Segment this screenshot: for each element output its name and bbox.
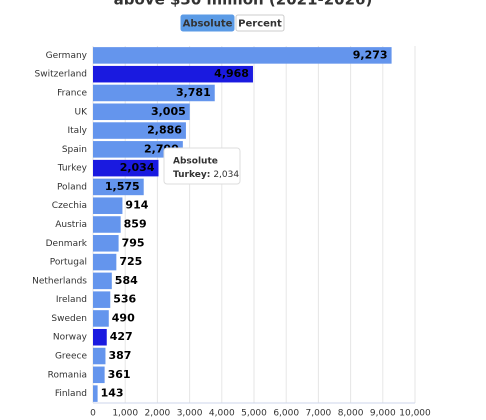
bar [93,328,107,346]
y-tick-label: Germany [46,51,88,61]
y-tick-label: Ireland [56,295,87,305]
tooltip: Absolute Turkey: 2,034 [163,147,241,185]
bar [93,65,253,83]
value-label: 3,781 [176,86,211,99]
bar [93,235,119,252]
y-tick-label: Spain [62,145,87,155]
value-label: 2,034 [120,161,155,174]
tooltip-text: Turkey: 2,034 [173,170,239,180]
bar [93,84,215,102]
y-tick-label: Denmark [46,239,88,249]
y-tick-label: Norway [53,333,88,343]
y-tick-label: Romania [48,370,87,380]
y-tick-label: Portugal [50,258,87,268]
x-tick-label: 9,000 [370,409,396,419]
y-tick-label: Greece [55,352,87,362]
bar [93,197,123,214]
value-label: 427 [110,330,133,343]
bar [93,253,117,271]
bar [93,159,159,177]
x-tick-label: 4,000 [209,409,235,419]
bar [93,47,392,64]
value-label: 490 [112,311,135,324]
x-tick-label: 5,000 [241,409,267,419]
bar [93,141,183,158]
value-label: 9,273 [353,48,388,61]
bar [93,272,112,290]
tooltip-label: Turkey: [173,170,210,180]
x-tick-label: 3,000 [177,409,203,419]
value-label: 2,886 [147,124,182,137]
tooltip-value: 2,034 [213,170,239,180]
y-tick-label: Finland [55,389,87,399]
x-tick-label: 7,000 [306,409,332,419]
y-tick-label: France [57,88,87,98]
value-label: 914 [125,199,148,212]
value-label: 1,575 [105,180,140,193]
x-tick-label: 8,000 [338,409,364,419]
value-label: 584 [115,274,138,287]
bar [93,347,106,365]
y-tick-label: UK [75,107,89,117]
bar [93,291,111,308]
toggle-button[interactable] [235,14,285,32]
value-label: 795 [122,236,145,249]
tooltip-series: Absolute [173,157,218,167]
value-label: 4,968 [214,67,249,80]
value-label: 536 [113,293,136,306]
y-tick-label: Turkey [57,164,88,174]
y-tick-label: Netherlands [32,276,87,286]
value-label: 725 [119,255,142,268]
bar [93,216,121,233]
bar [93,385,98,402]
bar [93,103,190,121]
toggle-label[interactable]: Absolute [183,19,233,30]
bar [93,366,105,384]
value-label: 361 [108,368,131,381]
x-tick-label: 10,000 [399,409,431,419]
y-tick-label: Poland [57,182,87,192]
x-tick-label: 2,000 [145,409,171,419]
toggle-button[interactable] [180,14,235,32]
bar [93,122,186,139]
x-tick-label: 6,000 [273,409,299,419]
y-tick-label: Czechia [52,201,87,211]
toggle-label[interactable]: Percent [238,19,282,30]
value-label: 143 [101,387,124,400]
tooltip-box [163,147,241,185]
value-label: 387 [108,349,131,362]
bar [93,178,144,196]
y-tick-label: Austria [55,220,87,230]
y-tick-label: Switzerland [35,70,88,80]
y-tick-label: Italy [67,126,87,136]
value-label: 3,005 [151,105,186,118]
x-tick-label: 1,000 [112,409,138,419]
value-label: 859 [124,218,147,231]
chart-title: above $30 million (2021-2026) [114,0,373,9]
bar [93,310,109,327]
x-tick-label: 0 [90,409,96,419]
y-tick-label: Sweden [51,314,87,324]
